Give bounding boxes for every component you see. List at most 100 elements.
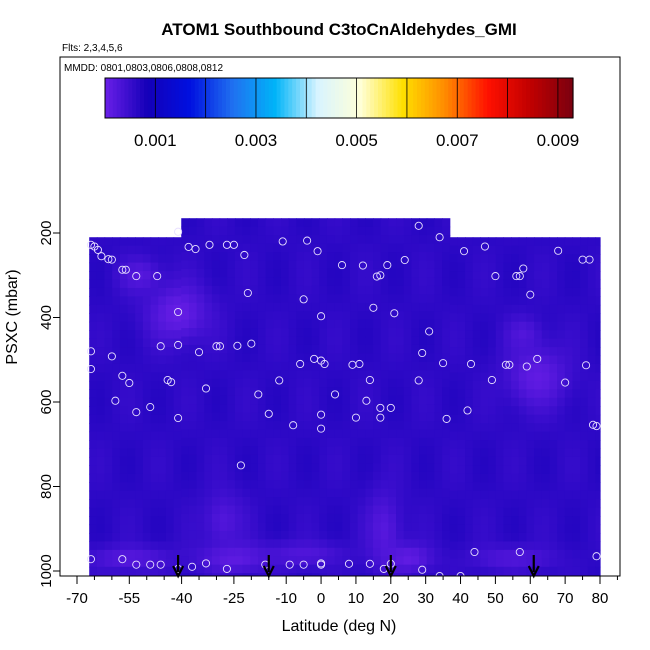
field-cell <box>511 490 520 500</box>
field-cell <box>534 237 543 247</box>
field-cell <box>549 363 558 374</box>
field-cell <box>449 431 458 441</box>
field-cell <box>234 547 244 557</box>
field-cell <box>334 471 343 481</box>
field-cell <box>104 524 113 534</box>
field-cell <box>250 226 259 236</box>
field-cell <box>526 414 535 424</box>
colorbar-swatch <box>522 78 527 118</box>
colorbar-swatch <box>116 78 122 118</box>
field-cell <box>403 319 412 329</box>
field-cell <box>334 285 343 295</box>
field-cell <box>311 421 320 431</box>
colorbar-swatch <box>151 78 157 118</box>
field-cell <box>250 387 259 397</box>
field-cell <box>211 235 221 245</box>
field-cell <box>188 573 198 576</box>
field-cell <box>357 437 366 447</box>
field-cell <box>442 387 451 397</box>
field-cell <box>449 372 458 382</box>
field-cell <box>273 344 282 355</box>
field-cell <box>104 448 113 458</box>
field-cell <box>280 277 290 287</box>
field-cell <box>365 454 374 464</box>
field-cell <box>411 539 420 549</box>
field-cell <box>303 480 313 490</box>
field-cell <box>518 524 528 534</box>
field-cell <box>357 243 366 253</box>
field-cell <box>181 319 190 329</box>
field-cell <box>442 302 451 312</box>
field-cell <box>503 380 512 390</box>
field-cell <box>319 226 328 236</box>
field-cell <box>127 448 136 458</box>
field-cell <box>526 245 535 255</box>
field-cell <box>158 541 167 551</box>
field-cell <box>96 338 106 348</box>
field-cell <box>442 252 451 262</box>
field-cell <box>396 370 405 380</box>
field-cell <box>135 355 144 365</box>
field-cell <box>119 321 129 331</box>
field-cell <box>564 347 574 357</box>
x-axis: -70 -55 -40 -25 -10 0 10 20 30 40 50 60 70 80 <box>66 576 618 607</box>
field-cell <box>442 421 451 431</box>
colorbar-swatch <box>315 78 321 118</box>
field-cell <box>480 262 489 272</box>
field-cell <box>419 463 428 473</box>
field-cell <box>326 412 336 422</box>
field-cell <box>572 237 581 247</box>
field-cell <box>250 344 259 355</box>
field-cell <box>587 456 597 466</box>
field-cell <box>411 522 420 532</box>
field-cell <box>273 302 282 312</box>
field-cell <box>342 421 351 431</box>
field-cell <box>511 262 520 272</box>
field-cell <box>457 262 466 272</box>
field-cell <box>165 566 175 576</box>
field-cell <box>196 497 205 507</box>
field-cell <box>219 302 228 312</box>
field-cell <box>303 539 313 549</box>
field-cell <box>242 387 251 397</box>
sample-point <box>205 240 214 249</box>
field-cell <box>142 423 152 433</box>
field-cell <box>380 530 389 540</box>
field-cell <box>158 406 167 416</box>
field-cell <box>96 406 106 416</box>
field-cell <box>303 463 313 473</box>
sample-point <box>418 565 427 574</box>
field-cell <box>488 566 497 576</box>
field-cell <box>380 302 389 312</box>
field-cell <box>319 429 328 439</box>
field-cell <box>119 347 129 357</box>
field-cell <box>419 556 428 566</box>
sample-point <box>442 414 451 423</box>
field-cell <box>342 285 351 295</box>
field-cell <box>242 302 251 312</box>
field-cell <box>587 347 597 357</box>
field-cell <box>273 505 282 515</box>
field-cell <box>150 507 159 517</box>
field-cell <box>419 497 428 507</box>
field-cell <box>526 372 535 382</box>
field-cell <box>342 344 351 355</box>
field-cell <box>457 549 466 559</box>
field-cell <box>373 564 382 574</box>
field-cell <box>142 549 152 559</box>
field-cell <box>234 361 244 371</box>
field-cell <box>135 499 144 509</box>
field-cell <box>380 556 389 566</box>
field-cell <box>119 482 129 492</box>
field-cell <box>465 389 474 399</box>
field-cell <box>326 564 336 574</box>
field-cell <box>449 355 458 365</box>
sample-point <box>146 403 155 412</box>
field-cell <box>89 296 98 306</box>
colorbar-swatch <box>545 78 551 118</box>
field-cell <box>288 285 297 295</box>
field-cell <box>526 389 535 399</box>
field-cell <box>595 313 601 323</box>
field-cell <box>242 412 251 422</box>
field-cell <box>234 556 244 566</box>
